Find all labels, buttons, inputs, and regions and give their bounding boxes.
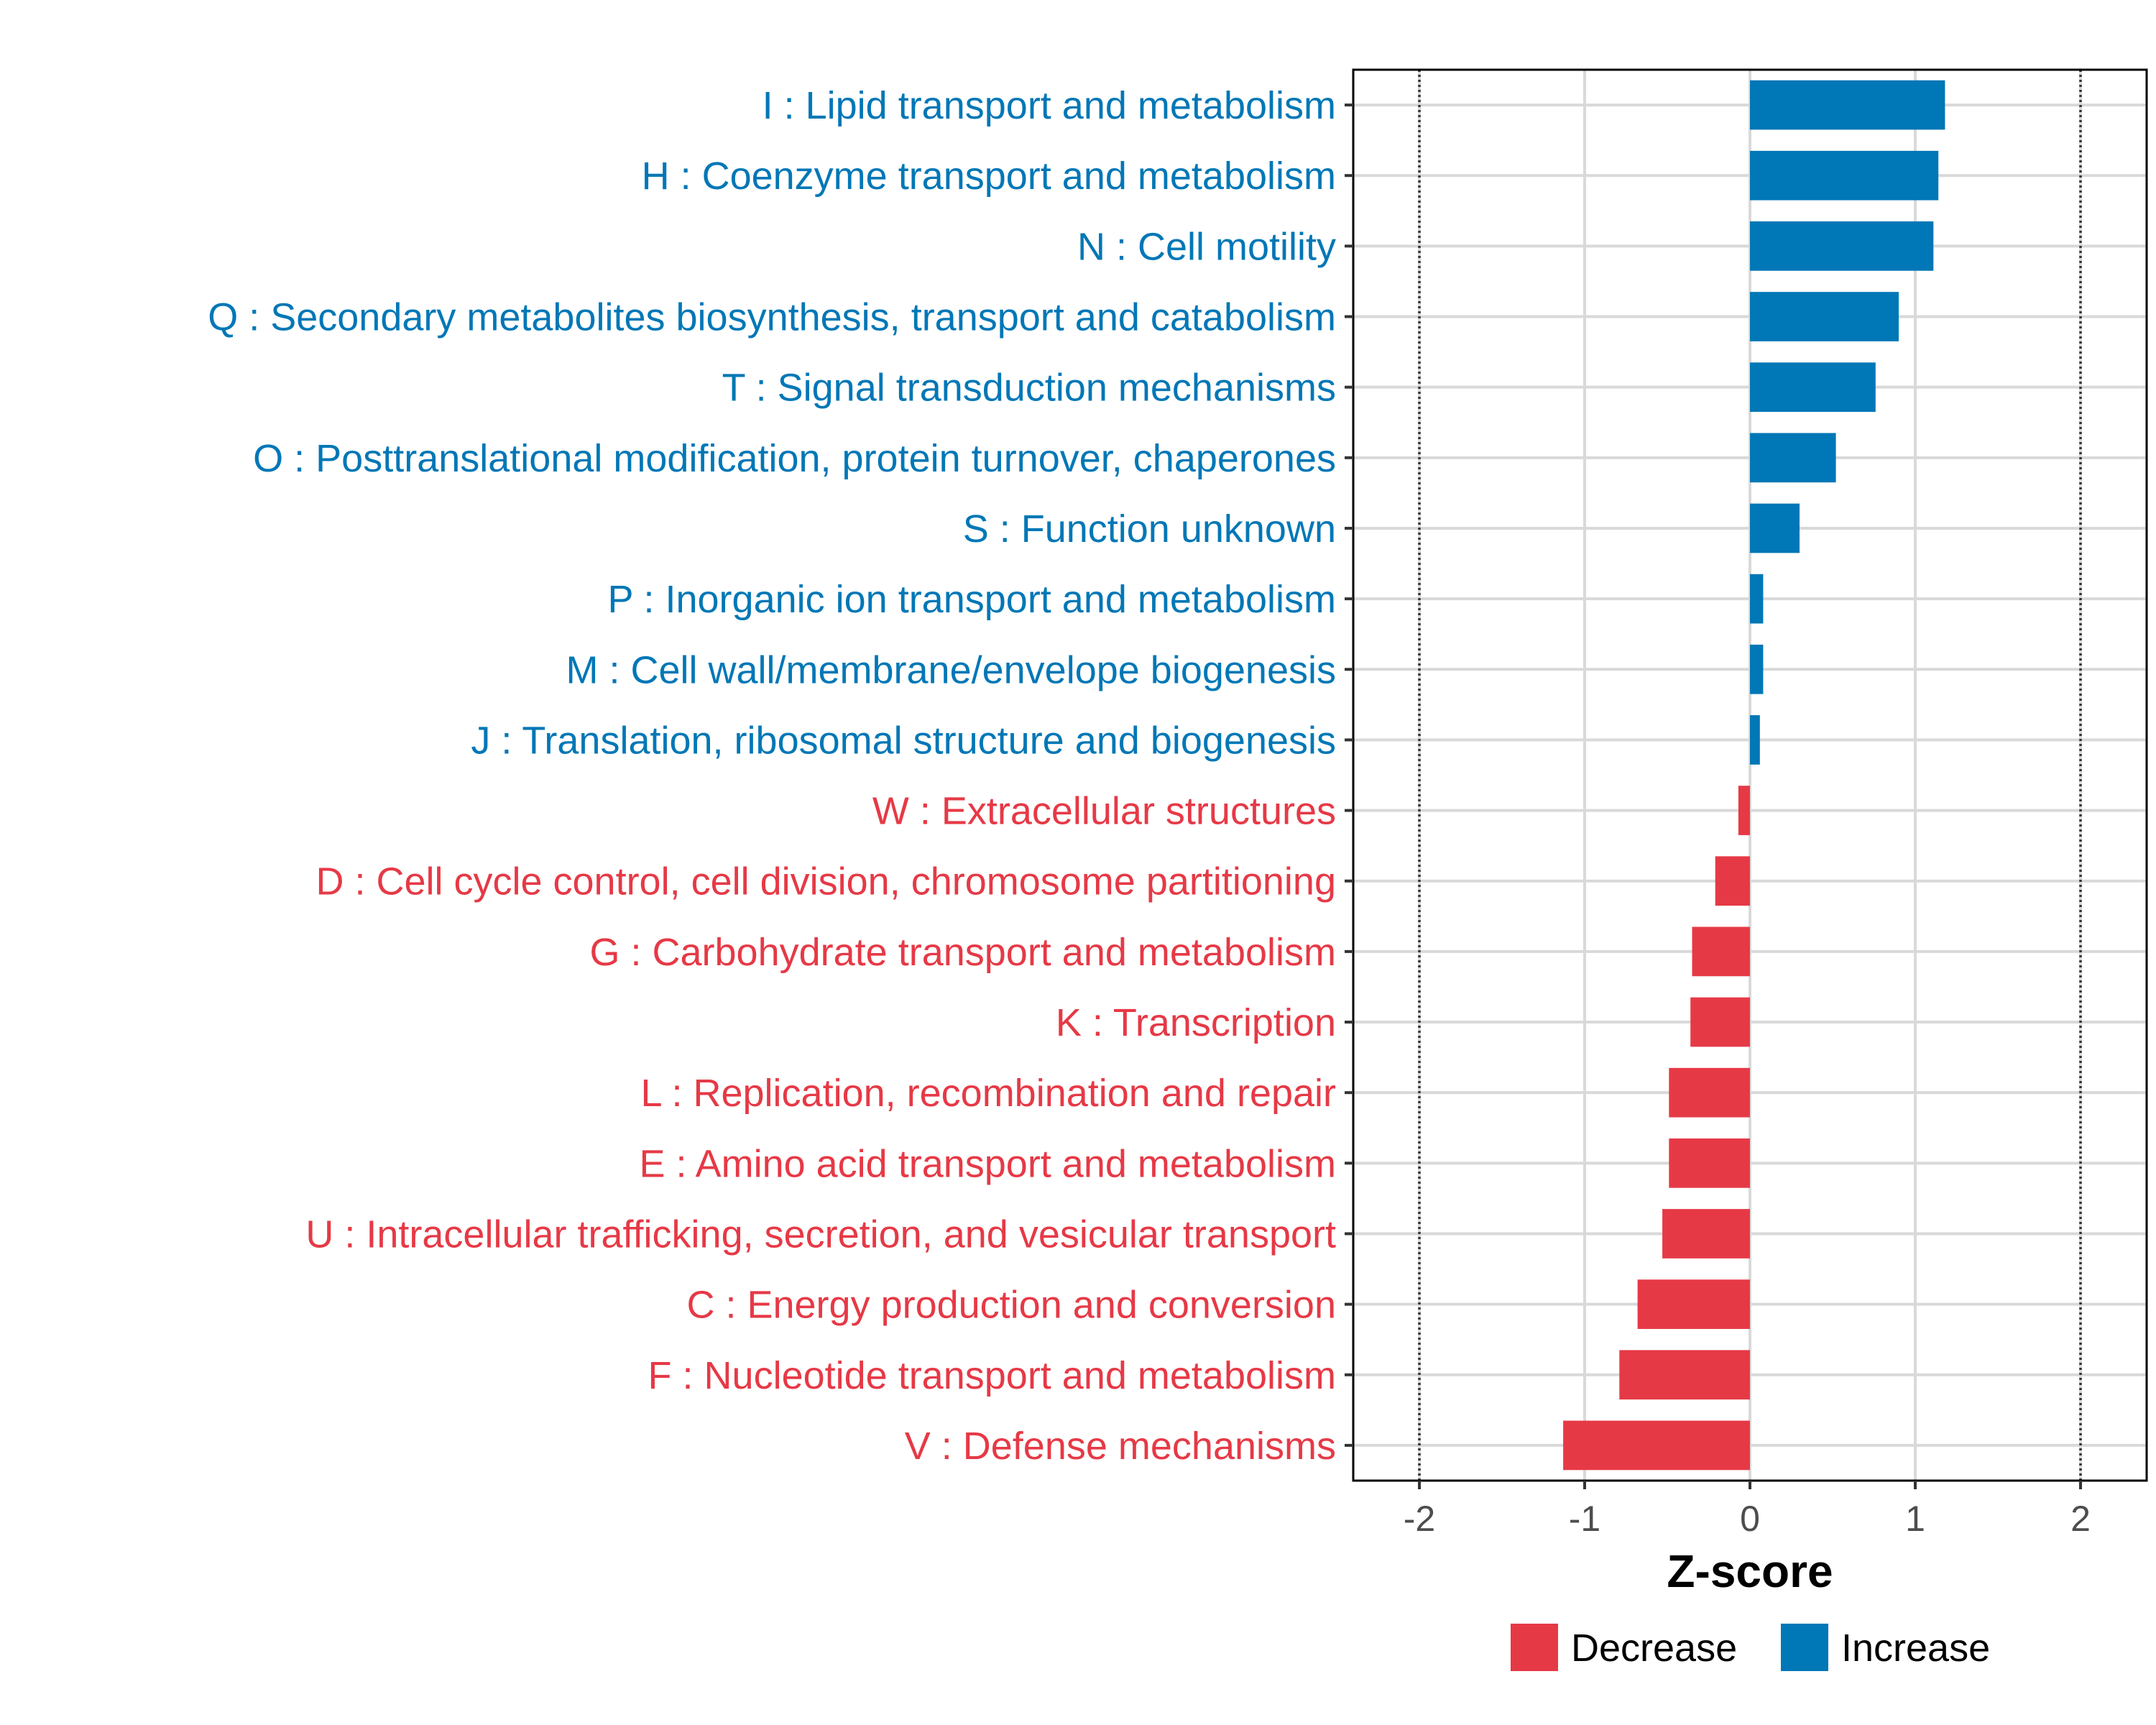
x-tick-label: -2 [1404,1499,1435,1539]
bar [1738,786,1750,835]
x-axis-title: Z-score [1667,1545,1833,1597]
category-label: M : Cell wall/membrane/envelope biogenes… [566,648,1336,691]
category-label: G : Carbohydrate transport and metabolis… [590,931,1337,974]
category-label: T : Signal transduction mechanisms [722,367,1336,410]
category-label: U : Intracellular trafficking, secretion… [305,1213,1336,1256]
bar [1619,1350,1750,1400]
bar [1750,433,1836,483]
bar [1750,221,1934,271]
bar [1750,80,1945,130]
bar [1750,150,1939,201]
category-label: H : Coenzyme transport and metabolism [642,155,1336,198]
bar [1750,292,1899,341]
legend-swatch-increase [1781,1624,1828,1671]
bar [1669,1067,1750,1118]
bar [1692,926,1750,977]
category-label: W : Extracellular structures [872,790,1336,833]
reference-lines [1418,70,2082,1481]
category-label: F : Nucleotide transport and metabolism [648,1354,1336,1397]
x-tick-label: 0 [1740,1499,1760,1539]
bar [1715,856,1750,906]
bar [1750,574,1764,624]
bar [1637,1279,1750,1329]
category-label: C : Energy production and conversion [686,1284,1336,1327]
x-tick-label: -1 [1569,1499,1600,1539]
bar [1750,503,1800,553]
category-label: Q : Secondary metabolites biosynthesis, … [208,296,1336,339]
grid-lines [1353,70,2147,1481]
legend-label-decrease: Decrease [1571,1627,1737,1670]
category-label: J : Translation, ribosomal structure and… [471,719,1336,762]
category-label: N : Cell motility [1077,225,1336,268]
category-label: L : Replication, recombination and repai… [640,1072,1336,1115]
bar [1750,644,1764,694]
x-tick-label: 2 [2070,1499,2091,1539]
category-label: I : Lipid transport and metabolism [763,84,1336,127]
legend: Decrease Increase [1511,1624,1990,1671]
category-label: E : Amino acid transport and metabolism [640,1142,1336,1185]
bars [1563,80,1945,1471]
category-label: D : Cell cycle control, cell division, c… [315,860,1336,903]
legend-swatch-decrease [1511,1624,1558,1671]
y-axis-labels: I : Lipid transport and metabolism H : Co… [208,84,1336,1468]
category-label: O : Posttranslational modification, prot… [253,437,1336,480]
y-axis-ticks [1345,104,1353,1447]
bar [1662,1209,1750,1259]
legend-label-increase: Increase [1841,1627,1990,1670]
x-axis-ticks: -2 -1 0 1 2 [1404,1481,2091,1539]
bar [1750,362,1876,413]
category-label: K : Transcription [1056,1001,1336,1044]
bar [1669,1138,1750,1188]
x-tick-label: 1 [1905,1499,1925,1539]
category-label: S : Function unknown [963,507,1336,551]
bar [1750,715,1760,765]
bar [1563,1420,1750,1471]
category-label: P : Inorganic ion transport and metaboli… [607,578,1336,621]
category-label: V : Defense mechanisms [905,1425,1336,1468]
bar [1690,997,1750,1047]
